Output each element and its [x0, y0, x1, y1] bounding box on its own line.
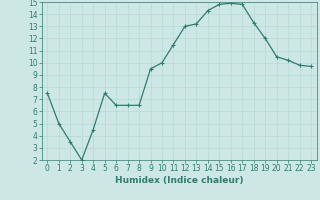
X-axis label: Humidex (Indice chaleur): Humidex (Indice chaleur) — [115, 176, 244, 185]
